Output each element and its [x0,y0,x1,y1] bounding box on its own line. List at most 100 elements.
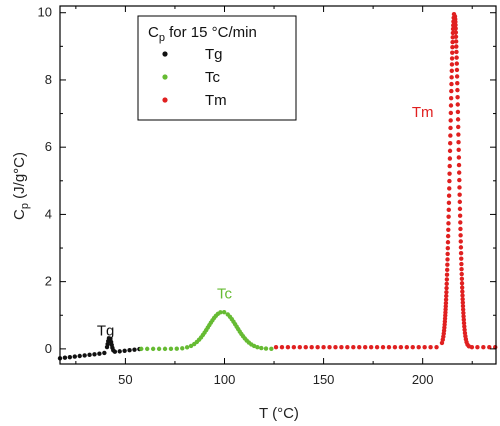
x-tick-label: 200 [412,372,434,387]
data-point [156,346,162,352]
data-point [445,257,450,262]
legend-label-tc: Tc [205,69,221,86]
data-point [297,344,302,350]
data-point [487,344,492,350]
data-point [455,80,460,86]
data-point [455,117,461,122]
y-tick-label: 6 [45,139,52,154]
legend-marker-tc [162,74,168,80]
data-point [455,102,460,107]
data-point [459,256,464,261]
data-point [457,199,463,205]
data-point [448,125,453,131]
data-point [458,226,463,232]
data-point [445,233,451,239]
y-tick-label: 2 [45,274,52,289]
data-point [269,346,274,351]
data-point [459,281,465,286]
data-point [67,354,73,360]
data-point [450,39,455,45]
series-tc [139,309,274,352]
data-point [309,344,314,350]
data-point [162,346,168,352]
data-point [457,206,463,212]
data-point [448,110,454,116]
data-point [456,132,461,137]
data-point [273,344,279,350]
series-tm [273,11,498,350]
data-point [218,310,223,315]
x-tick-label: 100 [214,372,236,387]
data-point [453,19,458,25]
data-point [392,344,398,350]
data-point [454,44,459,49]
data-point [459,276,465,281]
data-point [446,227,451,233]
data-point [449,56,455,61]
data-point [449,75,454,80]
data-point [456,124,461,130]
data-point [457,213,463,218]
data-point [315,344,320,350]
data-point [458,233,463,238]
data-point [132,347,137,352]
data-point [454,61,459,66]
data-point [180,346,185,351]
data-point [221,309,227,315]
data-point [454,74,460,79]
data-point [461,314,466,319]
x-axis-title: T (°C) [259,405,299,422]
data-point [453,26,458,31]
data-point [127,348,132,353]
legend-marker-tm [162,97,168,103]
data-point [410,344,415,350]
legend-marker-tg [162,51,168,57]
data-point [457,185,462,190]
data-point [454,55,459,60]
data-point [446,214,451,219]
data-point [461,320,467,326]
data-point [145,346,150,352]
data-point [450,45,455,50]
annotation-tc: Tc [217,285,233,302]
data-point [448,118,453,123]
data-point [351,344,356,350]
data-point [447,163,452,169]
data-point [459,261,464,267]
series-tg [57,336,142,361]
data-point [460,289,465,294]
data-point [327,344,332,350]
data-point [457,192,462,197]
data-point [449,88,454,94]
data-point [461,310,466,316]
data-point [291,344,297,350]
data-point [444,267,450,273]
data-point [112,349,118,354]
data-point [449,62,455,67]
data-point [434,344,439,350]
data-point [445,251,450,257]
data-point [139,346,144,352]
data-point [62,355,68,360]
data-point [448,103,454,108]
data-point [453,34,459,39]
data-point [469,344,475,350]
data-point [481,344,486,350]
data-point [333,344,338,350]
plot-frame [59,5,497,365]
data-point [460,307,466,312]
y-tick-label: 4 [45,206,52,221]
data-point [446,207,451,213]
data-point [448,96,454,101]
data-point [168,346,174,352]
data-point [446,193,452,198]
data-point [285,344,291,350]
data-point [449,81,454,87]
data-point [459,271,464,277]
data-point [448,141,453,146]
y-axis-title: Cp (J/g°C) [11,152,31,220]
data-point [363,344,368,350]
annotation-tm: Tm [412,104,434,121]
data-point [447,148,453,154]
